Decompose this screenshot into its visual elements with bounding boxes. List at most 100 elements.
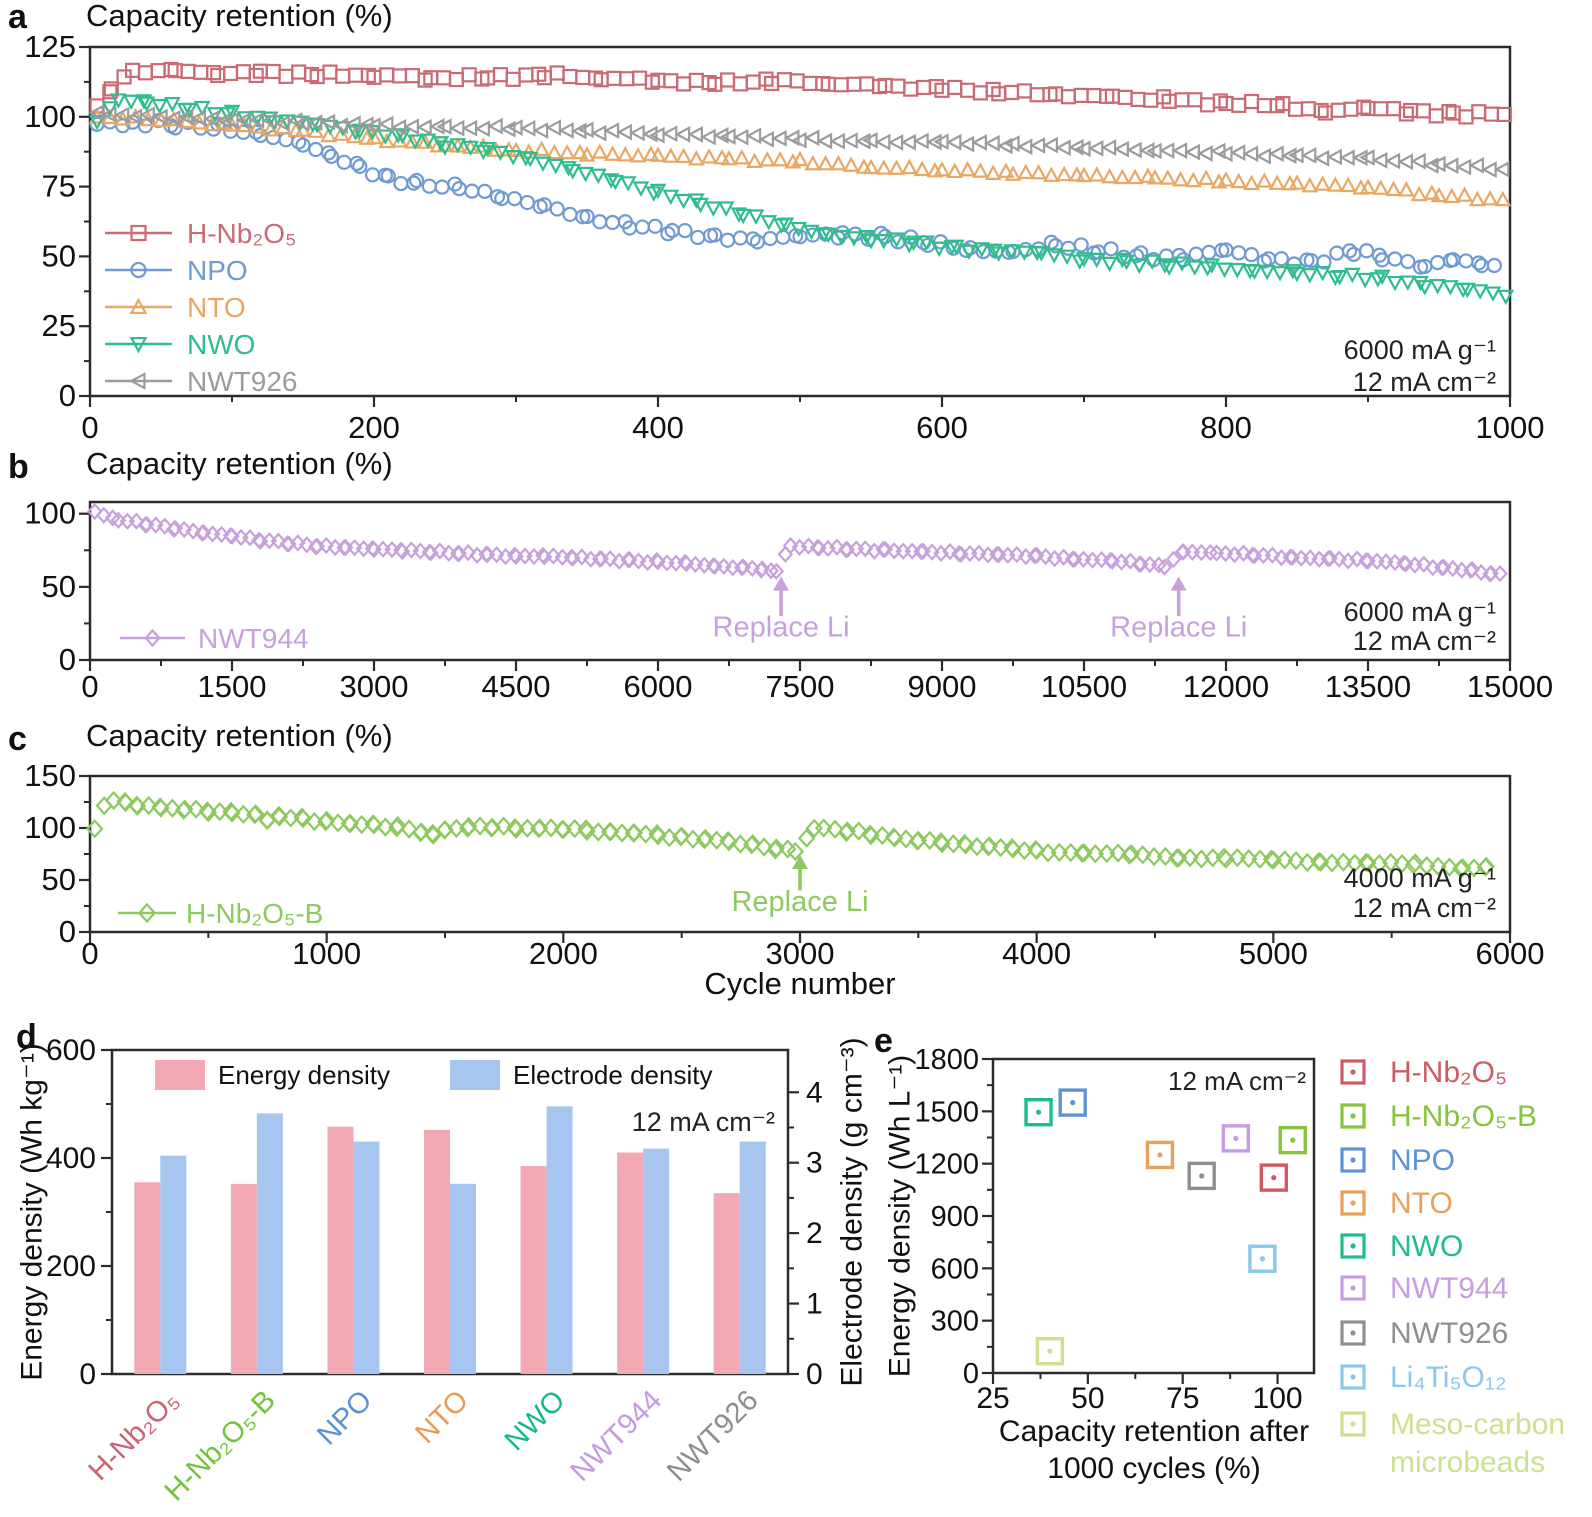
panel-b-letter: b bbox=[8, 448, 29, 486]
svg-text:NPO: NPO bbox=[187, 255, 248, 286]
svg-text:NTO: NTO bbox=[1390, 1187, 1453, 1220]
svg-text:0: 0 bbox=[81, 410, 98, 445]
svg-text:200: 200 bbox=[46, 1250, 96, 1283]
svg-text:50: 50 bbox=[1071, 1382, 1104, 1415]
svg-text:75: 75 bbox=[1166, 1382, 1199, 1415]
svg-text:H-Nb₂O₅: H-Nb₂O₅ bbox=[187, 218, 296, 249]
svg-text:12000: 12000 bbox=[1183, 669, 1269, 704]
svg-text:50: 50 bbox=[42, 862, 76, 897]
svg-text:H-Nb₂O₅: H-Nb₂O₅ bbox=[83, 1384, 186, 1487]
svg-text:1000: 1000 bbox=[1476, 410, 1545, 445]
svg-text:0: 0 bbox=[81, 669, 98, 704]
svg-text:Replace Li: Replace Li bbox=[713, 612, 850, 644]
panel-c-letter: c bbox=[8, 720, 27, 758]
panel-a-title: Capacity retention (%) bbox=[86, 0, 393, 33]
svg-text:Energy density: Energy density bbox=[218, 1060, 390, 1090]
svg-text:100: 100 bbox=[24, 496, 76, 531]
svg-text:0: 0 bbox=[806, 1358, 823, 1391]
panel-e-x-axis-label-line2: 1000 cycles (%) bbox=[1047, 1452, 1261, 1485]
svg-text:800: 800 bbox=[1200, 410, 1252, 445]
svg-text:25: 25 bbox=[976, 1382, 1009, 1415]
panel-a-letter: a bbox=[8, 0, 27, 36]
svg-text:NWT926: NWT926 bbox=[187, 366, 297, 397]
svg-text:0: 0 bbox=[59, 642, 76, 677]
svg-text:150: 150 bbox=[24, 758, 76, 793]
svg-text:200: 200 bbox=[348, 410, 400, 445]
panel-b-annotation-rate: 6000 mA g⁻¹ bbox=[1343, 597, 1496, 627]
panel-a-annotation-rate: 6000 mA g⁻¹ bbox=[1343, 335, 1496, 365]
svg-text:0: 0 bbox=[963, 1358, 979, 1390]
panel-e-y-axis-label: Energy density (Wh L⁻¹) bbox=[883, 1054, 917, 1378]
svg-text:1200: 1200 bbox=[914, 1149, 979, 1181]
svg-text:0: 0 bbox=[79, 1358, 96, 1391]
svg-text:15000: 15000 bbox=[1467, 669, 1553, 704]
svg-text:NWO: NWO bbox=[1390, 1230, 1463, 1263]
svg-text:900: 900 bbox=[931, 1201, 979, 1233]
svg-text:Replace Li: Replace Li bbox=[1110, 612, 1247, 644]
panel-d-left-axis-label: Energy density (Wh kg⁻¹) bbox=[15, 1043, 49, 1381]
svg-text:600: 600 bbox=[931, 1253, 979, 1285]
svg-text:6000: 6000 bbox=[1476, 936, 1545, 971]
svg-text:600: 600 bbox=[46, 1034, 96, 1067]
svg-text:100: 100 bbox=[24, 810, 76, 845]
svg-text:10500: 10500 bbox=[1041, 669, 1127, 704]
svg-text:3000: 3000 bbox=[340, 669, 409, 704]
svg-text:1800: 1800 bbox=[914, 1044, 979, 1076]
svg-text:600: 600 bbox=[916, 410, 968, 445]
svg-text:5000: 5000 bbox=[1239, 936, 1308, 971]
svg-text:0: 0 bbox=[59, 378, 76, 413]
svg-text:NPO: NPO bbox=[311, 1384, 378, 1451]
svg-text:1000: 1000 bbox=[292, 936, 361, 971]
svg-text:2000: 2000 bbox=[529, 936, 598, 971]
svg-text:100: 100 bbox=[1253, 1382, 1303, 1415]
panel-a-annotation-current: 12 mA cm⁻² bbox=[1352, 367, 1496, 397]
panel-d-letter: d bbox=[16, 1018, 37, 1056]
svg-text:NWO: NWO bbox=[187, 329, 255, 360]
svg-text:Electrode density: Electrode density bbox=[513, 1060, 712, 1090]
svg-text:400: 400 bbox=[632, 410, 684, 445]
svg-text:NWT944: NWT944 bbox=[1390, 1272, 1508, 1305]
svg-text:NWT926: NWT926 bbox=[1390, 1317, 1508, 1350]
svg-text:NTO: NTO bbox=[187, 292, 246, 323]
svg-text:Replace Li: Replace Li bbox=[731, 886, 868, 918]
svg-text:2: 2 bbox=[806, 1217, 823, 1250]
svg-text:4: 4 bbox=[806, 1076, 823, 1109]
svg-text:25: 25 bbox=[42, 308, 76, 343]
panel-b-annotation-current: 12 mA cm⁻² bbox=[1352, 626, 1496, 656]
svg-text:NWT944: NWT944 bbox=[198, 623, 308, 654]
panel-c-annotation-current: 12 mA cm⁻² bbox=[1352, 893, 1496, 923]
panel-e-annotation-current: 12 mA cm⁻² bbox=[1168, 1066, 1306, 1096]
svg-text:75: 75 bbox=[42, 169, 76, 204]
svg-text:7500: 7500 bbox=[766, 669, 835, 704]
svg-text:3000: 3000 bbox=[766, 936, 835, 971]
svg-text:NWO: NWO bbox=[499, 1384, 572, 1457]
svg-text:H-Nb₂O₅-B: H-Nb₂O₅-B bbox=[186, 898, 323, 929]
svg-text:1500: 1500 bbox=[198, 669, 267, 704]
svg-text:13500: 13500 bbox=[1325, 669, 1411, 704]
panel-c-annotation-rate: 4000 mA g⁻¹ bbox=[1343, 863, 1496, 893]
svg-text:300: 300 bbox=[931, 1306, 979, 1338]
svg-text:NWT926: NWT926 bbox=[661, 1384, 765, 1488]
svg-text:NWT944: NWT944 bbox=[565, 1384, 669, 1488]
svg-text:3: 3 bbox=[806, 1147, 823, 1180]
svg-text:400: 400 bbox=[46, 1142, 96, 1175]
svg-text:0: 0 bbox=[81, 936, 98, 971]
panel-d-right-axis-label: Electrode density (g cm⁻³) bbox=[835, 1037, 869, 1387]
panel-e-letter: e bbox=[874, 1022, 893, 1060]
panel-e-x-axis-label-line1: Capacity retention after bbox=[998, 1415, 1310, 1448]
svg-text:9000: 9000 bbox=[908, 669, 977, 704]
panel-b-title: Capacity retention (%) bbox=[86, 446, 393, 481]
svg-text:50: 50 bbox=[42, 238, 76, 273]
svg-text:4000: 4000 bbox=[1002, 936, 1071, 971]
svg-text:H-Nb₂O₅: H-Nb₂O₅ bbox=[1390, 1056, 1507, 1089]
svg-text:microbeads: microbeads bbox=[1390, 1446, 1545, 1479]
svg-text:4500: 4500 bbox=[482, 669, 551, 704]
svg-text:0: 0 bbox=[59, 914, 76, 949]
panel-d-annotation-current: 12 mA cm⁻² bbox=[631, 1107, 775, 1137]
svg-text:NTO: NTO bbox=[409, 1384, 475, 1450]
svg-text:1: 1 bbox=[806, 1288, 823, 1321]
svg-text:NPO: NPO bbox=[1390, 1144, 1455, 1177]
svg-text:1500: 1500 bbox=[914, 1096, 979, 1128]
